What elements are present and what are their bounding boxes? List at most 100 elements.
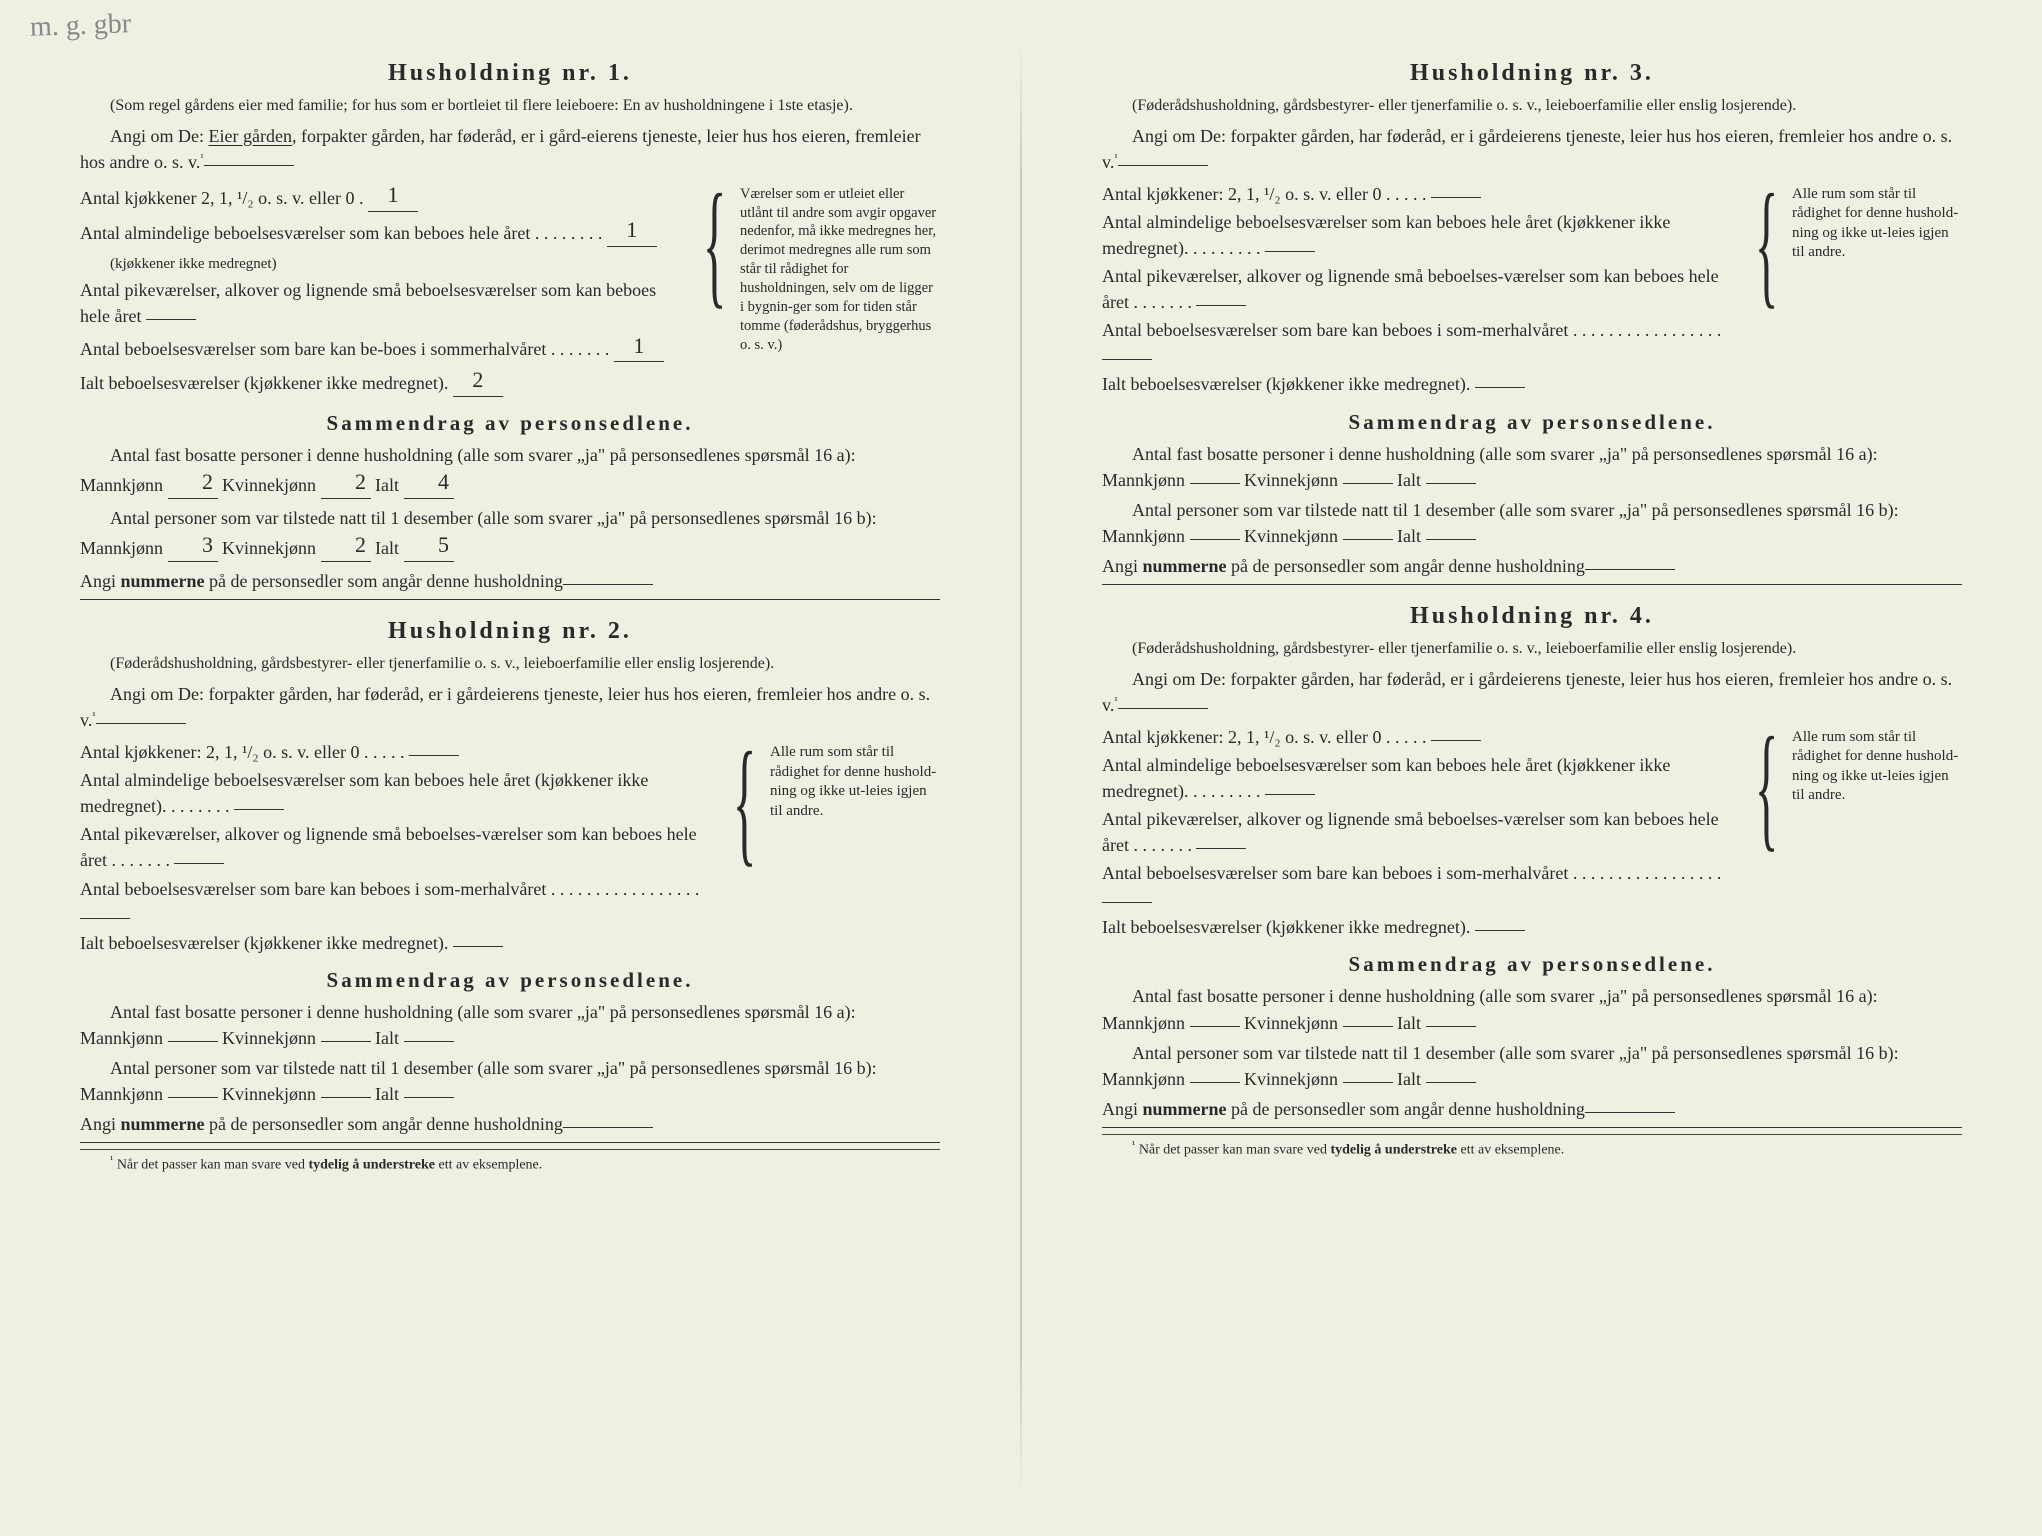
- h2-kit-val[interactable]: [409, 755, 459, 756]
- h4-bosatte: Antal fast bosatte personer i denne hush…: [1102, 983, 1962, 1035]
- h1-til-m[interactable]: 3: [168, 529, 218, 562]
- h2-rooms: Antal kjøkkener: 2, 1, ¹/₂ o. s. v. elle…: [80, 739, 940, 958]
- h3-r1-val[interactable]: [1265, 251, 1315, 252]
- h4-angi: Angi om De: forpakter gården, har føderå…: [1102, 666, 1962, 718]
- h1-bos-k[interactable]: 2: [321, 466, 371, 499]
- h4-num-fill[interactable]: [1585, 1112, 1675, 1113]
- h1-r1-val[interactable]: 1: [607, 214, 657, 247]
- h4-kit-val[interactable]: [1431, 740, 1481, 741]
- h4-r3-val[interactable]: [1102, 902, 1152, 903]
- h1-angi-pre: Angi om De:: [110, 126, 209, 146]
- footnote-ref: ¹: [200, 152, 203, 164]
- h3-r3-val[interactable]: [1102, 359, 1152, 360]
- h3-tilstede: Antal personer som var tilstede natt til…: [1102, 497, 1962, 549]
- brace-icon: {: [733, 739, 757, 958]
- h3-sammen-title: Sammendrag av personsedlene.: [1102, 410, 1962, 435]
- h4-angi-fill[interactable]: [1118, 708, 1208, 709]
- h4-sidenote: Alle rum som står til rådighet for denne…: [1792, 724, 1962, 943]
- h2-total-val[interactable]: [453, 946, 503, 947]
- h1-r2-val[interactable]: [146, 319, 196, 320]
- right-page: Husholdning nr. 3. (Føderådshusholdning,…: [1092, 40, 1972, 1496]
- h1-r1-sub: (kjøkkener ikke medregnet): [110, 256, 277, 272]
- h1-rooms: Antal kjøkkener 2, 1, ¹/₂ o. s. v. eller…: [80, 181, 940, 402]
- h1-bos-m[interactable]: 2: [168, 466, 218, 499]
- h1-bos-t[interactable]: 4: [404, 466, 454, 499]
- h2-r1-val[interactable]: [234, 809, 284, 810]
- left-page: m. g. gbr Husholdning nr. 1. (Som regel …: [70, 40, 950, 1496]
- h4-bos-m[interactable]: [1190, 1026, 1240, 1027]
- h3-angi: Angi om De: forpakter gården, har føderå…: [1102, 123, 1962, 175]
- h1-total-val[interactable]: 2: [453, 364, 503, 397]
- h3-til-k[interactable]: [1343, 539, 1393, 540]
- h2-til-m[interactable]: [168, 1097, 218, 1098]
- h2-bos-t[interactable]: [404, 1041, 454, 1042]
- household-1: Husholdning nr. 1. (Som regel gårdens ei…: [80, 60, 940, 600]
- h2-bos-k[interactable]: [321, 1041, 371, 1042]
- h4-rooms-left: Antal kjøkkener: 2, 1, ¹/₂ o. s. v. elle…: [1102, 724, 1741, 943]
- h3-bos-k[interactable]: [1343, 483, 1393, 484]
- h1-rooms-left: Antal kjøkkener 2, 1, ¹/₂ o. s. v. eller…: [80, 181, 689, 402]
- h3-til-m[interactable]: [1190, 539, 1240, 540]
- h2-angi-num: Angi nummerne på de personsedler som ang…: [80, 1111, 940, 1143]
- h3-rooms: Antal kjøkkener: 2, 1, ¹/₂ o. s. v. elle…: [1102, 181, 1962, 400]
- h3-sidenote: Alle rum som står til rådighet for denne…: [1792, 181, 1962, 400]
- h2-r3-val[interactable]: [80, 918, 130, 919]
- h2-angi: Angi om De: forpakter gården, har føderå…: [80, 681, 940, 733]
- h1-til-t[interactable]: 5: [404, 529, 454, 562]
- h3-r2-val[interactable]: [1196, 305, 1246, 306]
- h4-rooms: Antal kjøkkener: 2, 1, ¹/₂ o. s. v. elle…: [1102, 724, 1962, 943]
- h1-kitchens-val[interactable]: 1: [368, 179, 418, 212]
- h1-til-k[interactable]: 2: [321, 529, 371, 562]
- h3-angi-fill[interactable]: [1118, 165, 1208, 166]
- h4-r2-val[interactable]: [1196, 848, 1246, 849]
- h2-r2: Antal pikeværelser, alkover og lignende …: [80, 824, 697, 870]
- h4-bos-t[interactable]: [1426, 1026, 1476, 1027]
- h4-til-t[interactable]: [1426, 1082, 1476, 1083]
- h1-sammen-title: Sammendrag av personsedlene.: [80, 411, 940, 436]
- h4-til-k[interactable]: [1343, 1082, 1393, 1083]
- h3-num-fill[interactable]: [1585, 569, 1675, 570]
- h3-r1: Antal almindelige beboelsesværelser som …: [1102, 212, 1670, 258]
- h4-r3: Antal beboelsesværelser som bare kan beb…: [1102, 863, 1721, 883]
- h3-rooms-left: Antal kjøkkener: 2, 1, ¹/₂ o. s. v. elle…: [1102, 181, 1741, 400]
- brace-icon: {: [1755, 724, 1779, 943]
- h2-note: (Føderådshusholdning, gårdsbestyrer- ell…: [80, 653, 940, 675]
- h1-angi: Angi om De: Eier gården, forpakter gårde…: [80, 123, 940, 175]
- h1-angi-underline: Eier gården: [209, 126, 292, 146]
- household-3: Husholdning nr. 3. (Føderådshusholdning,…: [1102, 60, 1962, 585]
- h4-total: Ialt beboelsesværelser (kjøkkener ikke m…: [1102, 917, 1470, 937]
- h4-bos-k[interactable]: [1343, 1026, 1393, 1027]
- h1-angi-fill[interactable]: [204, 165, 294, 166]
- h4-r1-val[interactable]: [1265, 794, 1315, 795]
- h2-bos-m[interactable]: [168, 1041, 218, 1042]
- h4-kitchens: Antal kjøkkener: 2, 1, ¹/₂ o. s. v. elle…: [1102, 727, 1426, 747]
- h3-bos-t[interactable]: [1426, 483, 1476, 484]
- h1-r3-val[interactable]: 1: [614, 330, 664, 363]
- h2-kitchens: Antal kjøkkener: 2, 1, ¹/₂ o. s. v. elle…: [80, 742, 404, 762]
- h2-num-fill[interactable]: [563, 1127, 653, 1128]
- h3-r3: Antal beboelsesværelser som bare kan beb…: [1102, 320, 1721, 340]
- h2-rooms-left: Antal kjøkkener: 2, 1, ¹/₂ o. s. v. elle…: [80, 739, 719, 958]
- h4-til-m[interactable]: [1190, 1082, 1240, 1083]
- h4-r1: Antal almindelige beboelsesværelser som …: [1102, 755, 1670, 801]
- h2-r2-val[interactable]: [174, 863, 224, 864]
- h3-total-val[interactable]: [1475, 387, 1525, 388]
- footnote-left: ¹ Når det passer kan man svare ved tydel…: [80, 1154, 940, 1174]
- h3-til-t[interactable]: [1426, 539, 1476, 540]
- h2-til-t[interactable]: [404, 1097, 454, 1098]
- h1-angi-num: Angi nummerne på de personsedler som ang…: [80, 568, 940, 600]
- h4-tilstede: Antal personer som var tilstede natt til…: [1102, 1040, 1962, 1092]
- page-fold: [1020, 40, 1022, 1496]
- household-4: Husholdning nr. 4. (Føderådshusholdning,…: [1102, 603, 1962, 1159]
- h1-tilstede: Antal personer som var tilstede natt til…: [80, 505, 940, 564]
- h4-total-val[interactable]: [1475, 930, 1525, 931]
- footnote-rule-left: ¹ Når det passer kan man svare ved tydel…: [80, 1149, 940, 1174]
- h2-angi-fill[interactable]: [96, 723, 186, 724]
- h1-num-fill[interactable]: [563, 584, 653, 585]
- h4-note: (Føderådshusholdning, gårdsbestyrer- ell…: [1102, 638, 1962, 660]
- h2-sammen-title: Sammendrag av personsedlene.: [80, 968, 940, 993]
- h2-til-k[interactable]: [321, 1097, 371, 1098]
- h3-bosatte: Antal fast bosatte personer i denne hush…: [1102, 441, 1962, 493]
- h3-kit-val[interactable]: [1431, 197, 1481, 198]
- h3-bos-m[interactable]: [1190, 483, 1240, 484]
